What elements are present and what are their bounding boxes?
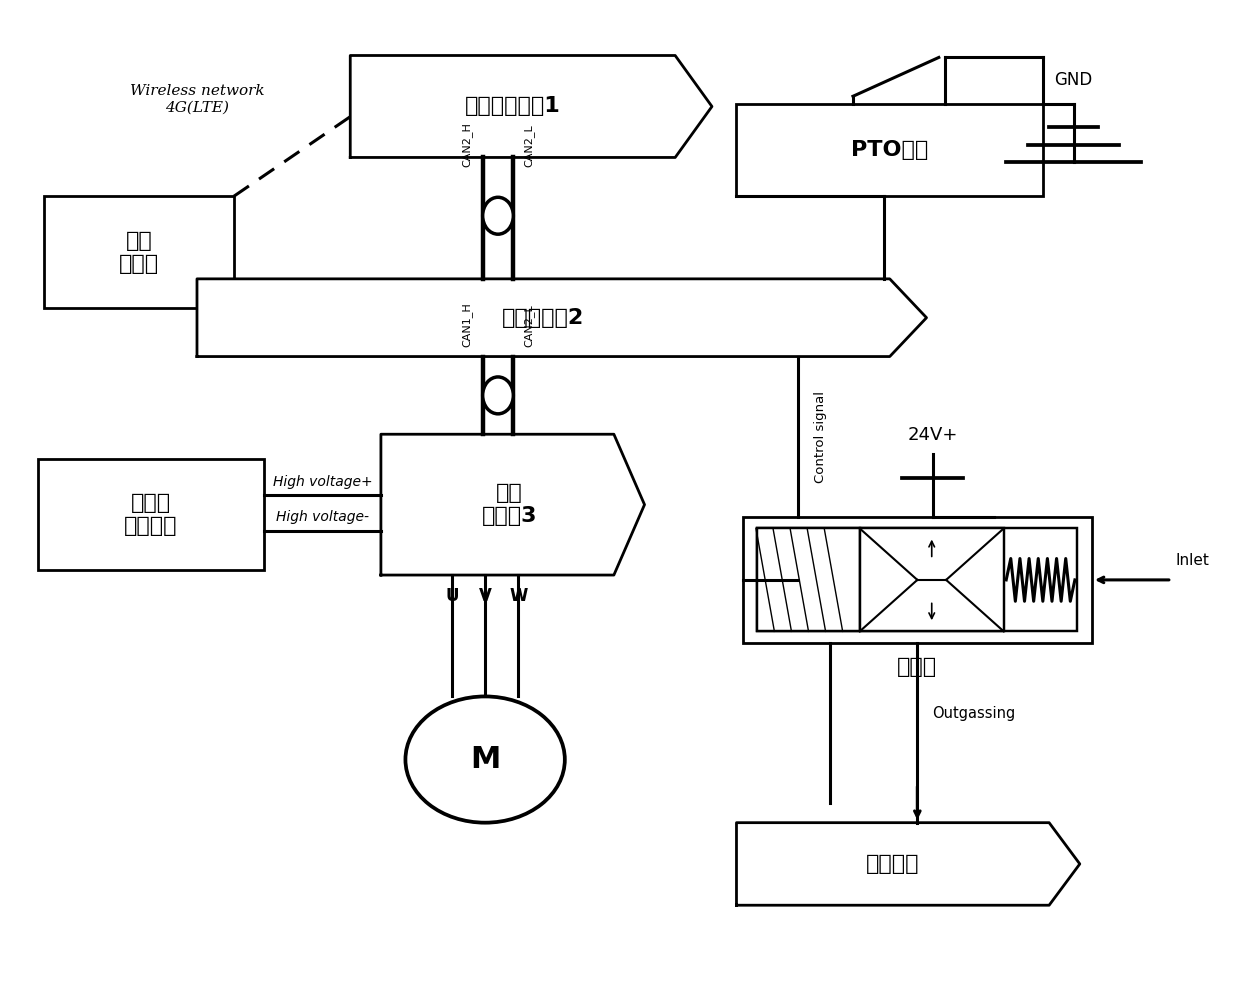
Text: U: U [445,587,459,605]
Text: High voltage+: High voltage+ [273,475,372,489]
Text: CAN2_L: CAN2_L [523,124,534,167]
Bar [43,196,234,308]
Bar [758,528,1078,631]
Bar [737,104,1043,196]
Polygon shape [381,434,645,575]
Ellipse shape [482,197,513,234]
Ellipse shape [482,377,513,414]
Text: GND: GND [1054,72,1092,90]
Text: 电机
控制器3: 电机 控制器3 [482,483,537,526]
Circle shape [405,696,565,822]
Text: 电磁阀: 电磁阀 [898,657,937,678]
Bar [859,528,1003,631]
Text: Wireless network
4G(LTE): Wireless network 4G(LTE) [130,84,264,114]
Text: V: V [479,587,491,605]
Text: CAN2_L: CAN2_L [523,304,534,347]
Bar [758,528,859,631]
Text: Inlet: Inlet [1176,554,1209,568]
Text: 整车控制器2: 整车控制器2 [502,307,584,328]
Text: 平台
服务器: 平台 服务器 [119,230,159,274]
Text: PTO开关: PTO开关 [851,140,929,161]
Bar [743,517,1092,643]
Polygon shape [197,279,926,357]
Polygon shape [350,55,712,158]
Polygon shape [737,822,1080,905]
Text: Control signal: Control signal [813,391,827,483]
Text: 高压蓄
电池系统: 高压蓄 电池系统 [124,492,177,536]
Text: High voltage-: High voltage- [277,510,370,524]
Text: 远程监控终端1: 远程监控终端1 [465,97,560,116]
Text: CAN1_H: CAN1_H [463,302,472,347]
Text: Outgassing: Outgassing [932,706,1016,721]
Bar [37,458,264,570]
Text: M: M [470,745,500,774]
Text: CAN2_H: CAN2_H [463,122,472,167]
Text: 操纵气缸: 操纵气缸 [866,854,920,874]
Text: 24V+: 24V+ [908,426,957,444]
Text: W: W [510,587,527,605]
